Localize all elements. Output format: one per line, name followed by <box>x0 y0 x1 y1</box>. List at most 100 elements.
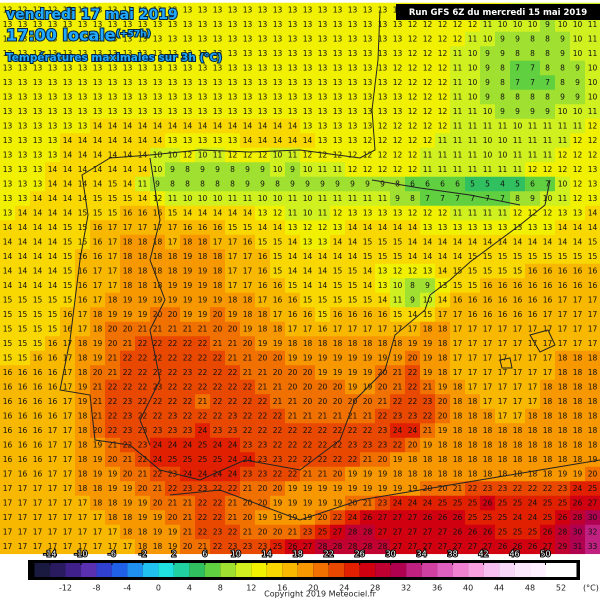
temperature-value: 16 <box>33 397 43 406</box>
temperature-value: 9 <box>545 20 550 29</box>
temperature-value: 14 <box>243 136 253 145</box>
temperature-value: 13 <box>153 78 163 87</box>
temperature-value: 16 <box>78 281 88 290</box>
temperature-value: 13 <box>198 93 208 102</box>
temperature-value: 22 <box>198 354 208 363</box>
temperature-value: 15 <box>33 325 43 334</box>
temperature-value: 23 <box>498 484 508 493</box>
temperature-value: 21 <box>93 383 103 392</box>
temperature-value: 8 <box>185 180 190 189</box>
temperature-value: 12 <box>438 49 448 58</box>
temperature-value: 14 <box>153 122 163 131</box>
temperature-value: 15 <box>48 325 58 334</box>
temperature-value: 12 <box>573 151 583 160</box>
temperature-cell <box>0 75 16 91</box>
temperature-cell <box>300 17 316 33</box>
temperature-value: 17 <box>63 412 73 421</box>
temperature-value: 19 <box>138 310 148 319</box>
temperature-value: 13 <box>318 238 328 247</box>
temperature-cell <box>120 46 136 62</box>
temperature-value: 18 <box>573 441 583 450</box>
temperature-value: 22 <box>528 484 538 493</box>
temperature-value: 17 <box>498 354 508 363</box>
temperature-value: 17 <box>63 528 73 537</box>
temperature-value: 9 <box>545 107 550 116</box>
temperature-value: 8 <box>530 35 535 44</box>
temperature-value: 17 <box>288 325 298 334</box>
temperature-value: 18 <box>393 470 403 479</box>
temperature-value: 23 <box>168 426 178 435</box>
temperature-cell <box>480 104 496 120</box>
temperature-value: 21 <box>378 397 388 406</box>
temperature-value: 20 <box>213 310 223 319</box>
temperature-value: 17 <box>33 513 43 522</box>
temperature-value: 13 <box>108 78 118 87</box>
temperature-value: 15 <box>18 325 28 334</box>
temperature-value: 14 <box>213 209 223 218</box>
temperature-value: 11 <box>498 165 508 174</box>
temperature-value: 17 <box>168 238 178 247</box>
temperature-value: 13 <box>243 49 253 58</box>
scale-label-bottom: 40 <box>463 584 473 593</box>
temperature-cell <box>225 75 241 91</box>
temperature-value: 27 <box>378 513 388 522</box>
temperature-value: 14 <box>33 267 43 276</box>
temperature-value: 25 <box>198 455 208 464</box>
temperature-value: 9 <box>410 296 415 305</box>
temperature-value: 18 <box>123 513 133 522</box>
temperature-cell <box>180 31 196 47</box>
temperature-value: 17 <box>558 296 568 305</box>
temperature-value: 17 <box>483 354 493 363</box>
temperature-cell <box>270 118 286 134</box>
temperature-value: 24 <box>183 441 193 450</box>
temperature-cell <box>240 75 256 91</box>
temperature-cell <box>375 2 391 18</box>
temperature-value: 13 <box>423 267 433 276</box>
temperature-cell <box>45 17 61 33</box>
temperature-value: 8 <box>185 165 190 174</box>
temperature-cell <box>15 60 31 76</box>
temperature-cell <box>240 104 256 120</box>
temperature-value: 13 <box>33 122 43 131</box>
temperature-value: 19 <box>243 325 253 334</box>
temperature-value: 12 <box>408 49 418 58</box>
temperature-value: 15 <box>453 267 463 276</box>
temperature-value: 22 <box>213 354 223 363</box>
temperature-value: 19 <box>423 441 433 450</box>
temperature-value: 10 <box>468 64 478 73</box>
temperature-value: 13 <box>198 35 208 44</box>
temperature-value: 8 <box>170 180 175 189</box>
temperature-value: 17 <box>558 325 568 334</box>
temperature-value: 24 <box>198 426 208 435</box>
temperature-value: 22 <box>228 484 238 493</box>
temperature-value: 16 <box>33 383 43 392</box>
temperature-value: 9 <box>485 93 490 102</box>
temperature-value: 14 <box>438 296 448 305</box>
temperature-value: 16 <box>528 296 538 305</box>
temperature-value: 14 <box>438 252 448 261</box>
temperature-value: 22 <box>273 426 283 435</box>
temperature-cell <box>120 31 136 47</box>
temperature-value: 14 <box>33 238 43 247</box>
temperature-value: 10 <box>483 35 493 44</box>
temperature-value: 19 <box>93 354 103 363</box>
temperature-value: 18 <box>573 368 583 377</box>
temperature-value: 8 <box>230 180 235 189</box>
temperature-value: 13 <box>198 6 208 15</box>
temperature-value: 13 <box>213 136 223 145</box>
temperature-value: 13 <box>78 93 88 102</box>
temperature-value: 22 <box>198 383 208 392</box>
temperature-value: 18 <box>78 354 88 363</box>
temperature-value: 23 <box>378 499 388 508</box>
temperature-value: 19 <box>363 484 373 493</box>
temperature-cell <box>555 31 571 47</box>
temperature-cell <box>465 89 481 105</box>
temperature-value: 14 <box>123 165 133 174</box>
temperature-value: 18 <box>348 339 358 348</box>
temperature-value: 12 <box>423 209 433 218</box>
temperature-value: 14 <box>468 238 478 247</box>
temperature-cell <box>240 17 256 33</box>
temperature-value: 24 <box>573 484 583 493</box>
scale-label-top: 46 <box>509 550 519 559</box>
temperature-value: 18 <box>438 441 448 450</box>
